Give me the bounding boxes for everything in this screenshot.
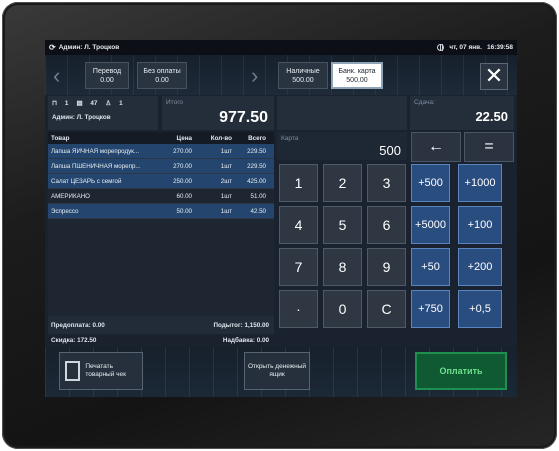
subtotal-text: Подытог: 1,150.00 <box>213 322 270 329</box>
table-header: Товар Цена Кол-во Всего <box>48 132 274 144</box>
key-8[interactable]: 8 <box>323 248 362 286</box>
table-row[interactable]: АМЕРИКАНО 60.00 1шт 51.00 <box>48 189 274 204</box>
key-5[interactable]: 5 <box>323 206 362 244</box>
card-amount-field[interactable]: Карта 500 <box>277 132 407 160</box>
prepay-text: Предоплата: 0.00 <box>51 322 105 329</box>
col-price: Цена <box>176 134 192 142</box>
info-bar: ⊓ 1 ▤ 47 ♙ 1 Админ: Л. Троцков Итого 977.50… <box>45 96 517 130</box>
pay-button[interactable]: Оплатить <box>415 352 507 390</box>
bank-card-button[interactable]: Банк. карта 500.00 <box>331 62 383 89</box>
key-plus-100[interactable]: +100 <box>458 206 502 244</box>
table-row[interactable]: Лапша ЯИЧНАЯ морепродук... 270.00 1шт 22… <box>48 144 274 159</box>
guest-icon: ♙ <box>105 100 112 107</box>
bottom-bar: Печатать товарный чек Открыть денежный я… <box>45 347 517 397</box>
print-receipt-label: Печатать товарный чек <box>85 363 126 378</box>
close-icon: ✕ <box>484 63 504 88</box>
transfer-button[interactable]: Перевод 0.00 <box>85 62 129 89</box>
empty-cell <box>277 96 407 130</box>
card-label: Карта <box>281 135 299 142</box>
equals-button[interactable]: = <box>464 132 514 162</box>
change-box: Сдача: 22.50 <box>410 96 514 130</box>
discount-text: Скидка: 172.50 <box>51 337 97 344</box>
discount-row: Скидка: 172.50 Надбавка: 0.00 <box>48 335 274 347</box>
admin-name: Админ: Л. Троцков <box>52 114 111 121</box>
payment-methods-panel: ‹ Перевод 0.00 Без оплаты 0.00 › Наличны… <box>45 55 517 95</box>
change-value: 22.50 <box>475 109 508 124</box>
table-number: 1 <box>64 100 69 107</box>
guest-count: 1 <box>119 100 123 107</box>
summary-row: Предоплата: 0.00 Подытог: 1,150.00 <box>48 316 274 334</box>
total-box: Итого 977.50 <box>162 96 274 130</box>
col-qty: Кол-во <box>210 134 232 142</box>
check-number: 47 <box>90 100 98 107</box>
key-7[interactable]: 7 <box>279 248 318 286</box>
table-row[interactable]: Салат ЦЕЗАРЬ с семгой 250.00 2шт 425.00 <box>48 174 274 189</box>
key-0[interactable]: 0 <box>323 290 362 328</box>
cash-button[interactable]: Наличные 500.00 <box>278 62 328 89</box>
chevron-left-icon[interactable]: ‹ <box>53 63 61 88</box>
backspace-button[interactable]: ← <box>411 132 461 162</box>
chevron-right-icon[interactable]: › <box>251 63 259 88</box>
print-receipt-button[interactable]: Печатать товарный чек <box>59 352 143 390</box>
table-icon: ⊓ <box>52 100 57 107</box>
key-4[interactable]: 4 <box>279 206 318 244</box>
status-date: чт, 07 янв. <box>449 44 482 51</box>
close-button[interactable]: ✕ <box>480 63 508 90</box>
pos-screen: ⟳ Админ: Л. Троцков чт, 07 янв. 16:39:58… <box>45 40 517 397</box>
key-plus-5000[interactable]: +5000 <box>411 206 450 244</box>
key-plus-750[interactable]: +750 <box>411 290 450 328</box>
key-plus-0-5[interactable]: +0,5 <box>458 290 502 328</box>
backspace-icon: ← <box>428 138 444 155</box>
order-table: Товар Цена Кол-во Всего Лапша ЯИЧНАЯ мор… <box>48 132 274 316</box>
key-2[interactable]: 2 <box>323 164 362 202</box>
key-clear[interactable]: C <box>367 290 406 328</box>
status-bar: ⟳ Админ: Л. Троцков чт, 07 янв. 16:39:58 <box>45 40 517 55</box>
key-6[interactable]: 6 <box>367 206 406 244</box>
table-row[interactable]: Эспрессо 50.00 1шт 42.50 <box>48 204 274 219</box>
sync-icon[interactable]: ⟳ <box>49 43 56 52</box>
no-payment-button[interactable]: Без оплаты 0.00 <box>137 62 187 89</box>
key-plus-200[interactable]: +200 <box>458 248 502 286</box>
receipt-icon: ▤ <box>76 100 83 107</box>
status-right: чт, 07 янв. 16:39:58 <box>437 44 513 51</box>
card-value: 500 <box>379 143 401 158</box>
print-receipt-checkbox[interactable] <box>65 361 81 381</box>
open-drawer-button[interactable]: Открыть денежный ящик <box>244 352 310 390</box>
status-user: Админ: Л. Троцков <box>58 44 120 51</box>
key-decimal[interactable]: · <box>279 290 318 328</box>
total-label: Итого <box>166 99 184 106</box>
key-plus-500[interactable]: +500 <box>411 164 450 202</box>
markup-text: Надбавка: 0.00 <box>222 337 269 344</box>
key-plus-50[interactable]: +50 <box>411 248 450 286</box>
change-label: Сдача: <box>414 99 435 106</box>
table-row[interactable]: Лапша ПШЕНИЧНАЯ морепр... 270.00 1шт 229… <box>48 159 274 174</box>
total-value: 977.50 <box>219 109 268 126</box>
col-total: Всего <box>248 134 266 142</box>
globe-icon[interactable] <box>437 44 445 51</box>
key-plus-1000[interactable]: +1000 <box>458 164 502 202</box>
col-item: Товар <box>51 134 70 142</box>
key-9[interactable]: 9 <box>367 248 406 286</box>
order-info: ⊓ 1 ▤ 47 ♙ 1 Админ: Л. Троцков <box>48 96 158 130</box>
keypad: 1 2 3 +500 +1000 4 5 6 +5000 +100 7 8 9 … <box>277 162 515 332</box>
key-3[interactable]: 3 <box>367 164 406 202</box>
status-time: 16:39:58 <box>486 44 513 51</box>
key-1[interactable]: 1 <box>279 164 318 202</box>
